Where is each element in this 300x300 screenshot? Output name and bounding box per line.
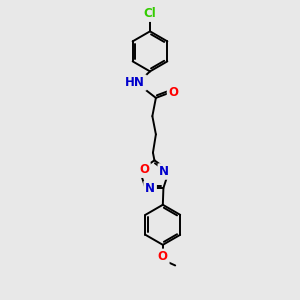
Text: O: O (169, 86, 178, 99)
Text: O: O (158, 250, 168, 263)
Text: HN: HN (125, 76, 145, 89)
Text: N: N (145, 182, 155, 195)
Text: O: O (139, 163, 149, 176)
Text: Cl: Cl (144, 7, 156, 20)
Text: N: N (159, 165, 169, 178)
